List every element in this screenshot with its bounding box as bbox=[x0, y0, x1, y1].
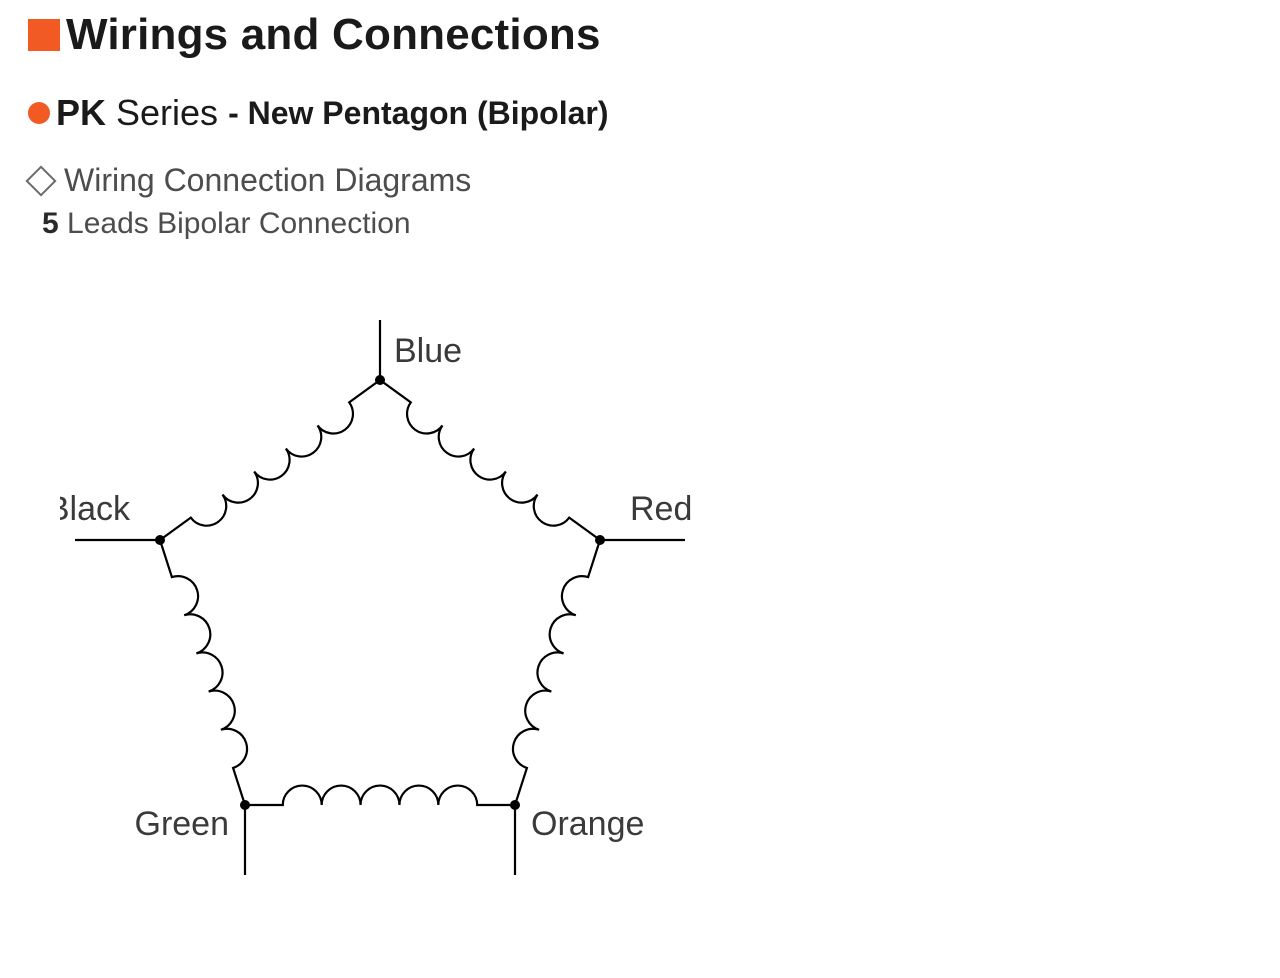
subhead-text: Wiring Connection Diagrams bbox=[64, 162, 471, 199]
label-red: Red bbox=[630, 490, 692, 528]
leads-text: Leads Bipolar Connection bbox=[67, 207, 411, 240]
leads-count: 5 bbox=[42, 207, 59, 240]
coil-red-orange bbox=[513, 540, 600, 805]
vertex-blue bbox=[375, 375, 385, 385]
vertex-green bbox=[240, 800, 250, 810]
vertex-red bbox=[595, 535, 605, 545]
label-blue: Blue bbox=[394, 332, 462, 370]
wiring-diagram: Blue Red Orange Green Black bbox=[60, 300, 780, 940]
diamond-bullet-icon bbox=[25, 165, 56, 196]
series-detail: - New Pentagon (Bipolar) bbox=[228, 95, 608, 132]
coil-blue-red bbox=[380, 380, 600, 540]
label-orange: Orange bbox=[531, 805, 644, 843]
pentagon-svg: Blue Red Orange Green Black bbox=[60, 300, 780, 940]
series-suffix: Series bbox=[116, 92, 218, 134]
page-title: Wirings and Connections bbox=[66, 10, 601, 60]
circle-bullet-icon bbox=[28, 102, 50, 124]
series-row: PK Series - New Pentagon (Bipolar) bbox=[28, 92, 1252, 134]
label-green: Green bbox=[135, 805, 230, 843]
vertex-black bbox=[155, 535, 165, 545]
leads-row: 5 Leads Bipolar Connection bbox=[42, 207, 1252, 241]
series-name: PK bbox=[56, 92, 106, 134]
coil-green-black bbox=[160, 540, 247, 805]
square-bullet-icon bbox=[28, 19, 60, 51]
coil-black-blue bbox=[160, 380, 380, 540]
vertex-orange bbox=[510, 800, 520, 810]
subhead-row: Wiring Connection Diagrams bbox=[28, 162, 1252, 199]
page-root: Wirings and Connections PK Series - New … bbox=[0, 0, 1280, 978]
title-row: Wirings and Connections bbox=[28, 10, 1252, 60]
coil-orange-green bbox=[245, 786, 515, 805]
label-black: Black bbox=[60, 490, 131, 528]
